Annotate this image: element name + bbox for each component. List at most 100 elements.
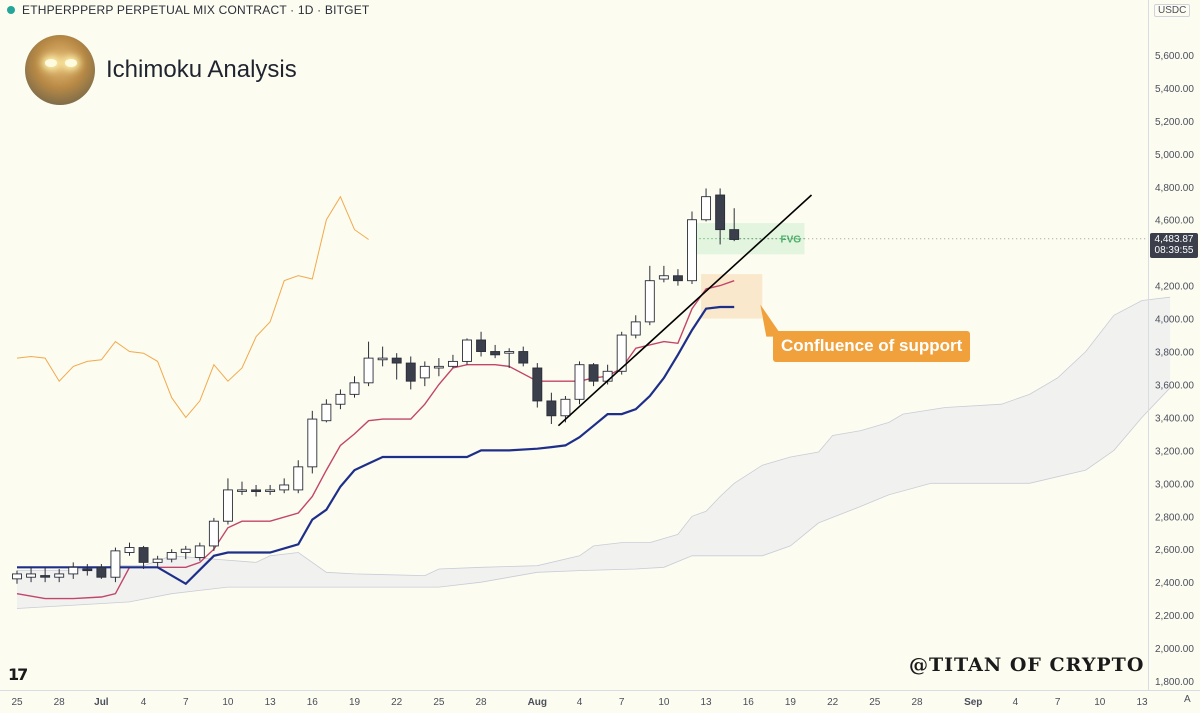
candle-body: [630, 321, 641, 336]
price-tick-label: 2,400.00: [1155, 578, 1194, 589]
candle-39: [560, 396, 571, 423]
candle-32: [462, 338, 472, 365]
candle-body: [265, 489, 276, 493]
time-tick-label: Aug: [528, 697, 547, 708]
analysis-title: Ichimoku Analysis: [106, 56, 297, 83]
price-tick-label: 1,800.00: [1155, 677, 1194, 688]
candle-22: [321, 399, 332, 423]
time-tick-label: 4: [577, 697, 583, 708]
currency-label[interactable]: USDC: [1154, 4, 1191, 17]
candle-6: [96, 564, 107, 579]
candle-body: [644, 280, 655, 323]
candle-15: [222, 478, 233, 525]
support-trendline: [557, 194, 813, 427]
candle-0: [12, 570, 22, 584]
candle-45: [644, 265, 655, 326]
confluence-zone: [701, 274, 763, 319]
price-tick-label: 2,000.00: [1155, 644, 1194, 655]
indicator-lines: [16, 195, 735, 600]
trendline-layer: [557, 194, 1148, 427]
candle-33: [476, 331, 487, 357]
candle-body: [701, 196, 712, 221]
ichimoku-cloud: [16, 296, 1171, 609]
price-tick-label: 3,400.00: [1155, 413, 1194, 424]
senkou-b-line: [16, 387, 1171, 609]
candle-20: [293, 460, 304, 494]
candle-body: [462, 339, 472, 362]
time-tick-label: Jul: [94, 697, 109, 708]
candle-body: [335, 393, 346, 405]
time-axis: 25 28 Jul 4 7 10 13 16 19 22 25 28 Aug 4 7 10 13 16 19 22 25…: [11, 697, 1148, 708]
price-tick-label: 5,200.00: [1155, 117, 1194, 128]
time-tick-label: 25: [11, 697, 23, 708]
candle-24: [349, 376, 360, 398]
candle-14: [208, 517, 219, 551]
candle-23: [335, 389, 346, 410]
price-tick-label: 2,600.00: [1155, 545, 1194, 556]
candle-27: [391, 353, 402, 380]
time-tick-label: 4: [1013, 697, 1019, 708]
candle-17: [251, 484, 262, 497]
candle-38: [546, 392, 557, 425]
candle-body: [363, 357, 374, 384]
time-tick-label: Sep: [964, 697, 982, 708]
price-tick-label: 3,000.00: [1155, 479, 1194, 490]
candle-body: [518, 351, 529, 364]
price-tick-label: 4,000.00: [1155, 315, 1194, 326]
candle-37: [532, 363, 543, 408]
candle-body: [602, 370, 613, 382]
time-tick-label: 25: [869, 697, 881, 708]
candle-body: [391, 357, 402, 364]
time-tick-label: 13: [701, 697, 713, 708]
time-tick-label: 10: [1094, 697, 1106, 708]
candle-19: [279, 478, 290, 494]
candle-body: [490, 351, 501, 356]
candle-body: [180, 548, 191, 553]
senkou-a-line: [17, 296, 1171, 577]
time-axis-border: [0, 690, 1200, 709]
time-tick-label: 25: [433, 697, 445, 708]
time-tick-label: 13: [265, 697, 277, 708]
candle-body: [588, 364, 599, 382]
candle-body: [687, 219, 697, 282]
auto-scale-toggle[interactable]: A: [1184, 694, 1191, 705]
candle-body: [166, 552, 177, 560]
candle-5: [82, 564, 93, 576]
highlight-zones: FVG: [687, 223, 805, 337]
price-tick-label: 5,600.00: [1155, 51, 1194, 62]
candle-35: [504, 348, 515, 368]
candle-body: [405, 362, 416, 382]
candle-30: [433, 358, 444, 377]
author-watermark: @TITAN OF CRYPTO: [909, 654, 1145, 676]
price-tick-label: 2,800.00: [1155, 512, 1194, 523]
candle-4: [68, 562, 79, 579]
candlesticks: [12, 188, 740, 584]
avatar-eye-left-icon: [45, 59, 57, 67]
symbol-title[interactable]: ETHPERPPERP PERPETUAL MIX CONTRACT · 1D …: [22, 3, 370, 17]
candle-49: [701, 188, 712, 222]
candle-body: [279, 484, 290, 491]
time-tick-label: 28: [476, 697, 488, 708]
candle-48: [687, 211, 697, 284]
candle-body: [82, 568, 93, 572]
candle-body: [251, 489, 262, 493]
candle-8: [124, 542, 135, 556]
price-tick-label: 3,800.00: [1155, 348, 1194, 359]
candle-21: [307, 410, 318, 474]
time-tick-label: 4: [141, 697, 147, 708]
candle-body: [715, 194, 726, 231]
candle-body: [124, 547, 135, 553]
avatar-eye-right-icon: [65, 59, 77, 67]
candle-29: [419, 361, 430, 387]
candle-body: [40, 575, 51, 578]
candle-body: [546, 400, 557, 417]
time-tick-label: 22: [391, 697, 403, 708]
price-axis-border: [1148, 0, 1200, 690]
tradingview-logo-icon[interactable]: 17: [8, 665, 28, 684]
candle-body: [307, 418, 318, 468]
candle-51: [729, 208, 740, 242]
candle-12: [180, 545, 191, 560]
price-tick-label: 4,800.00: [1155, 183, 1194, 194]
